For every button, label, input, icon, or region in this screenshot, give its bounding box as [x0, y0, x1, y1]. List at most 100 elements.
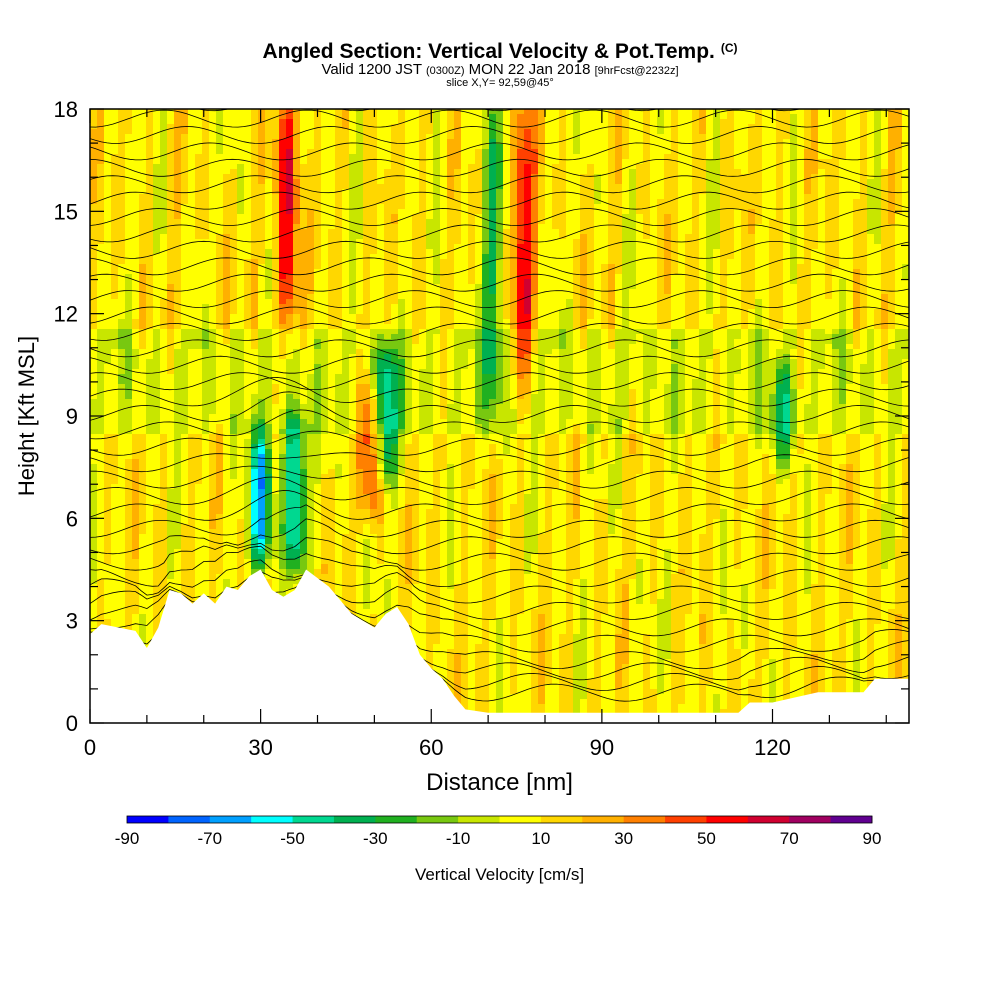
velocity-cell: [230, 449, 238, 455]
velocity-cell: [174, 539, 182, 545]
velocity-cell: [132, 274, 140, 280]
velocity-cell: [321, 484, 329, 490]
velocity-cell: [370, 239, 378, 245]
velocity-cell: [293, 469, 301, 475]
velocity-cell: [216, 224, 224, 230]
velocity-cell: [223, 359, 231, 365]
velocity-cell: [146, 599, 154, 605]
velocity-cell: [174, 254, 182, 260]
velocity-cell: [209, 484, 217, 490]
velocity-cell: [237, 534, 245, 540]
velocity-cell: [265, 499, 273, 505]
velocity-cell: [251, 199, 259, 205]
velocity-cell: [146, 614, 154, 620]
velocity-cell: [307, 209, 315, 215]
velocity-cell: [244, 429, 252, 435]
velocity-cell: [174, 194, 182, 200]
velocity-cell: [314, 484, 322, 490]
velocity-cell: [202, 449, 210, 455]
velocity-cell: [251, 224, 259, 230]
velocity-cell: [132, 599, 140, 605]
velocity-cell: [139, 414, 147, 420]
velocity-cell: [202, 524, 210, 530]
velocity-cell: [237, 469, 245, 475]
velocity-cell: [251, 464, 259, 470]
velocity-cell: [258, 199, 266, 205]
velocity-cell: [279, 519, 287, 525]
velocity-cell: [223, 339, 231, 345]
velocity-cell: [174, 429, 182, 435]
velocity-cell: [321, 209, 329, 215]
velocity-cell: [90, 449, 98, 455]
velocity-cell: [279, 324, 287, 330]
velocity-cell: [132, 374, 140, 380]
velocity-cell: [300, 284, 308, 290]
velocity-cell: [97, 489, 105, 495]
velocity-cell: [321, 304, 329, 310]
velocity-cell: [363, 339, 371, 345]
velocity-cell: [118, 309, 126, 315]
velocity-cell: [230, 299, 238, 305]
velocity-cell: [111, 119, 119, 125]
velocity-cell: [104, 454, 112, 460]
velocity-cell: [293, 494, 301, 500]
velocity-cell: [244, 444, 252, 450]
velocity-cell: [111, 484, 119, 490]
velocity-cell: [209, 534, 217, 540]
velocity-cell: [286, 584, 294, 590]
velocity-cell: [223, 284, 231, 290]
velocity-cell: [342, 409, 350, 415]
velocity-cell: [293, 339, 301, 345]
velocity-cell: [181, 549, 189, 555]
velocity-cell: [90, 249, 98, 255]
velocity-cell: [265, 234, 273, 240]
velocity-cell: [181, 514, 189, 520]
velocity-cell: [181, 349, 189, 355]
velocity-cell: [293, 389, 301, 395]
velocity-cell: [209, 369, 217, 375]
velocity-cell: [300, 254, 308, 260]
velocity-cell: [90, 194, 98, 200]
velocity-cell: [251, 474, 259, 480]
velocity-cell: [230, 574, 238, 580]
velocity-cell: [174, 289, 182, 295]
velocity-cell: [265, 159, 273, 165]
velocity-cell: [195, 229, 203, 235]
velocity-cell: [97, 354, 105, 360]
velocity-cell: [265, 549, 273, 555]
velocity-cell: [223, 199, 231, 205]
velocity-cell: [97, 394, 105, 400]
velocity-cell: [153, 189, 161, 195]
velocity-cell: [237, 254, 245, 260]
velocity-cell: [111, 344, 119, 350]
velocity-cell: [125, 589, 133, 595]
velocity-cell: [195, 224, 203, 230]
velocity-cell: [286, 274, 294, 280]
velocity-cell: [223, 114, 231, 120]
velocity-cell: [300, 224, 308, 230]
velocity-cell: [153, 154, 161, 160]
velocity-cell: [90, 619, 98, 625]
velocity-cell: [111, 359, 119, 365]
velocity-cell: [216, 129, 224, 135]
velocity-cell: [195, 399, 203, 405]
velocity-cell: [216, 349, 224, 355]
velocity-cell: [209, 429, 217, 435]
velocity-cell: [160, 559, 168, 565]
velocity-cell: [132, 429, 140, 435]
velocity-cell: [314, 299, 322, 305]
velocity-cell: [307, 284, 315, 290]
velocity-cell: [370, 404, 378, 410]
velocity-cell: [97, 229, 105, 235]
velocity-cell: [181, 554, 189, 560]
velocity-cell: [321, 529, 329, 535]
velocity-cell: [279, 124, 287, 130]
velocity-cell: [356, 129, 364, 135]
velocity-cell: [307, 199, 315, 205]
velocity-cell: [356, 574, 364, 580]
velocity-cell: [167, 559, 175, 565]
velocity-cell: [97, 539, 105, 545]
velocity-cell: [279, 534, 287, 540]
velocity-cell: [97, 184, 105, 190]
velocity-cell: [363, 464, 371, 470]
